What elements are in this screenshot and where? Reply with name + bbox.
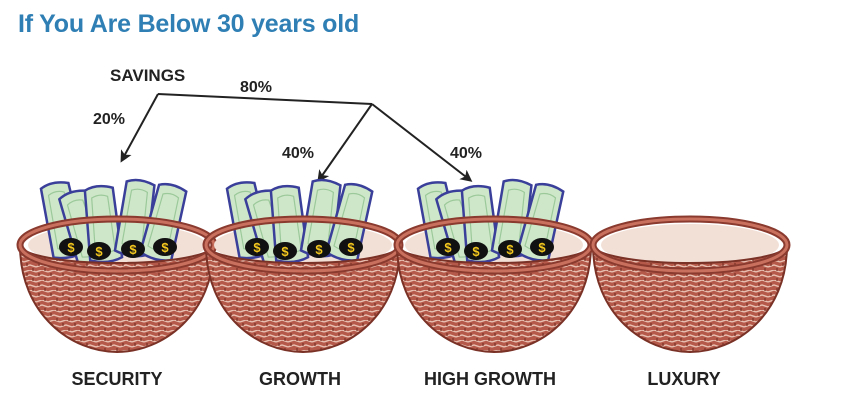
basket-luxury (589, 215, 791, 354)
basket-security (16, 178, 218, 354)
flow-arrows (120, 93, 473, 183)
arrow-to-growth (317, 103, 373, 183)
basket-label-high-growth: HIGH GROWTH (424, 369, 556, 389)
basket-growth (202, 178, 404, 354)
split-left-label: 20% (93, 111, 125, 128)
split-right-label: 80% (240, 79, 272, 96)
page-title: If You Are Below 30 years old (18, 10, 360, 38)
basket-inner (601, 224, 779, 266)
growth-percent-label: 40% (282, 145, 314, 162)
savings-split-line (157, 93, 373, 105)
basket-label-growth: GROWTH (259, 369, 341, 389)
basket-label-security: SECURITY (71, 369, 162, 389)
basket-high-growth (393, 178, 595, 354)
savings-label: SAVINGS (110, 66, 185, 85)
basket-label-luxury: LUXURY (647, 369, 720, 389)
arrow-to-high-growth (371, 103, 473, 182)
arrow-to-security (120, 93, 159, 163)
basket-rim-highlight (591, 217, 789, 273)
baskets-row (16, 178, 791, 354)
high-growth-percent-label: 40% (450, 145, 482, 162)
